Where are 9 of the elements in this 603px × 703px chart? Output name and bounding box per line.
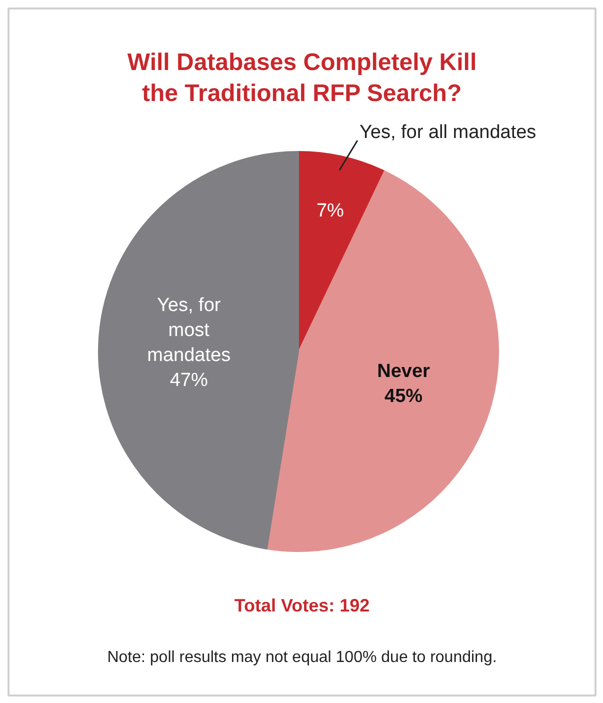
text: Note: poll results may not equal 100% due to rounding. [107,649,497,666]
data-label: 47% [170,370,208,391]
slice-label: Yes, for most mandates [147,294,231,366]
slice-label: Never [377,361,431,382]
data-label: 7% [316,200,344,222]
text: Total Votes: 192 [234,596,370,616]
chart-title: Will Databases Completely Kill the Traditional RFP Search? [127,49,477,107]
data-label: 45% [384,386,423,408]
slice-label: Yes, for all mandates [359,122,536,144]
